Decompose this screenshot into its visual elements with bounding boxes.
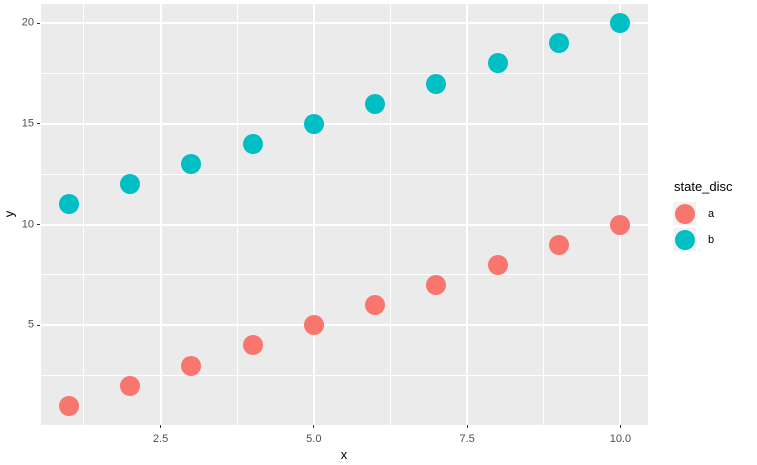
x-tick-label: 5.0 (306, 433, 322, 445)
gridline-minor-vertical (389, 4, 391, 425)
data-point (181, 154, 202, 175)
x-axis-tick (466, 425, 468, 428)
legend-item: b (673, 228, 733, 251)
gridline-major-vertical (619, 4, 622, 425)
legend-point-icon (674, 229, 695, 250)
data-point (549, 234, 570, 255)
data-point (303, 315, 324, 336)
y-axis-title: y (1, 210, 17, 218)
gridline-minor-vertical (543, 4, 545, 425)
gridline-major-horizontal (41, 324, 648, 327)
data-point (610, 13, 631, 34)
data-point (58, 395, 79, 416)
gridline-minor-horizontal (41, 173, 648, 175)
y-axis-tick (37, 324, 40, 326)
x-tick-label: 2.5 (152, 433, 169, 445)
x-axis-tick (160, 425, 162, 428)
plot-panel (41, 4, 648, 425)
data-point (487, 53, 508, 74)
data-point (365, 93, 386, 114)
gridline-minor-vertical (236, 4, 238, 425)
gridline-major-horizontal (41, 22, 648, 25)
data-point (242, 335, 263, 356)
gridline-minor-horizontal (41, 375, 648, 377)
gridline-major-vertical (466, 4, 469, 425)
gridline-minor-vertical (83, 4, 85, 425)
gridline-major-vertical (312, 4, 315, 425)
data-point (119, 375, 140, 396)
data-point (426, 275, 447, 295)
x-axis-title: x (340, 447, 348, 462)
data-point (610, 214, 631, 235)
legend-key (673, 202, 696, 225)
legend-point-icon (674, 203, 695, 224)
legend-item-label: a (708, 207, 715, 220)
gridline-major-vertical (159, 4, 162, 425)
data-point (303, 113, 324, 134)
data-point (242, 133, 263, 154)
data-point (549, 33, 570, 54)
gridline-major-horizontal (41, 122, 648, 125)
x-axis-tick (619, 425, 621, 428)
x-tick-label: 10.0 (609, 433, 632, 445)
data-point (426, 73, 447, 94)
y-tick-label: 20 (21, 16, 34, 29)
x-tick-label: 7.5 (459, 433, 475, 445)
gridline-minor-horizontal (41, 72, 648, 74)
y-tick-label: 5 (27, 318, 34, 331)
data-point (487, 254, 508, 275)
data-point (58, 194, 79, 215)
legend-item: a (673, 202, 733, 225)
y-axis-tick (37, 224, 40, 226)
legend-title: state_disc (674, 179, 733, 194)
data-point (181, 355, 202, 376)
legend-item-label: b (708, 233, 715, 246)
y-tick-label: 15 (21, 117, 34, 130)
x-axis-tick (313, 425, 315, 428)
gridline-minor-horizontal (41, 274, 648, 276)
y-axis-tick (37, 123, 40, 125)
y-axis-tick (37, 22, 40, 24)
data-point (119, 174, 140, 195)
legend-key (673, 228, 696, 251)
y-tick-label: 10 (21, 218, 34, 231)
data-point (365, 295, 386, 316)
gridline-major-horizontal (41, 223, 648, 226)
